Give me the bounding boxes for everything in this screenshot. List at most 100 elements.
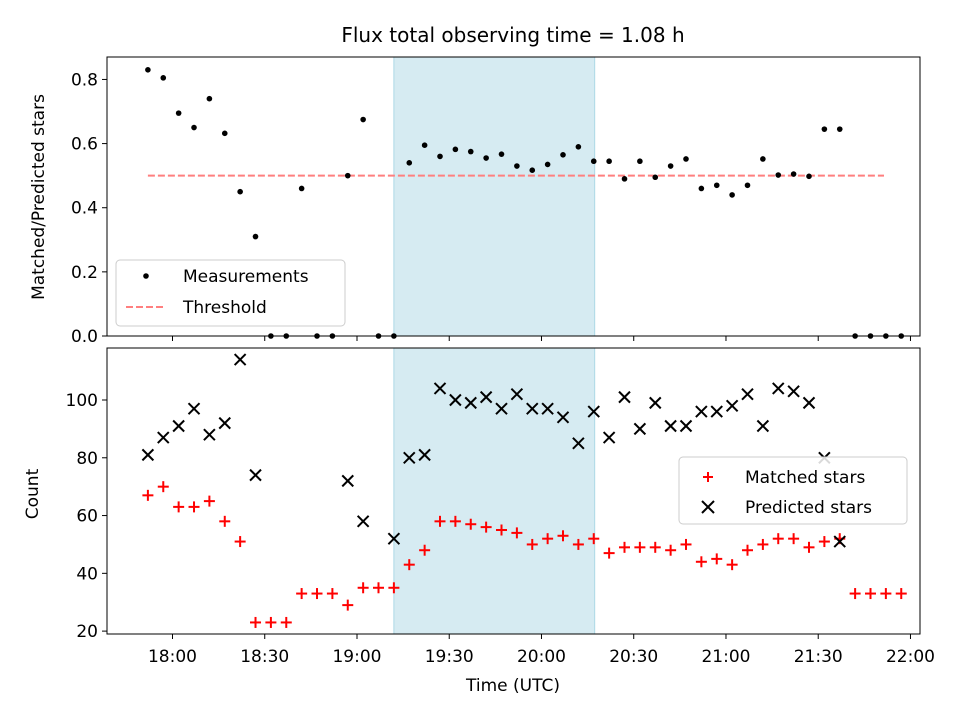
measurement-point	[237, 188, 243, 195]
bottom-x-tick-label: 21:00	[701, 647, 750, 667]
matched-star-point	[357, 582, 369, 594]
matched-star-point	[496, 524, 508, 536]
measurement-point	[298, 185, 305, 192]
matched-star-point	[142, 489, 154, 501]
matched-star-point	[665, 544, 677, 556]
predicted-star-point	[233, 353, 247, 366]
matched-star-point	[449, 515, 461, 527]
predicted-star-point	[602, 431, 616, 444]
measurement-point	[421, 142, 428, 148]
predicted-star-point	[495, 402, 508, 415]
matched-star-point	[265, 616, 277, 628]
matched-star-point	[465, 518, 477, 530]
measurement-point	[590, 158, 597, 165]
predicted-star-point	[618, 390, 631, 404]
matched-star-point	[419, 544, 431, 556]
bottom-y-tick-label: 80	[76, 449, 98, 469]
measurement-point	[145, 67, 151, 73]
matched-star-point	[849, 588, 861, 600]
matched-star-point	[157, 481, 169, 493]
predicted-star-point	[433, 382, 447, 395]
matched-star-point	[880, 588, 892, 600]
matched-star-point	[511, 527, 523, 539]
matched-star-point	[188, 501, 200, 513]
top-y-tick-label: 0.8	[71, 70, 98, 90]
measurement-point	[621, 176, 628, 182]
bottom-legend: Matched stars Predicted stars	[678, 456, 908, 525]
matched-star-point	[772, 533, 784, 545]
predicted-star-point	[833, 535, 846, 548]
bottom-x-tick-label: 20:00	[517, 647, 566, 667]
predicted-star-point	[510, 388, 524, 401]
predicted-star-point	[203, 428, 216, 441]
predicted-star-point	[403, 451, 416, 464]
predicted-star-point	[387, 532, 401, 545]
measurement-point	[836, 126, 843, 132]
measurement-point	[652, 174, 659, 181]
measurement-point	[498, 151, 505, 157]
matched-star-point	[619, 541, 631, 553]
matched-star-point	[296, 588, 308, 600]
matched-star-point	[726, 559, 738, 571]
bottom-x-tick-label: 20:30	[609, 647, 658, 667]
bottom-y-tick-label: 20	[76, 622, 98, 642]
measurement-point	[529, 167, 536, 174]
measurement-point	[760, 156, 766, 162]
matched-star-point	[695, 556, 707, 568]
measurement-point	[698, 185, 705, 192]
matched-star-point	[434, 515, 446, 527]
predicted-star-point	[787, 385, 800, 398]
measurement-point	[360, 116, 366, 123]
legend-threshold-label: Threshold	[182, 298, 267, 318]
matched-star-point	[634, 541, 646, 553]
matched-star-point	[895, 588, 907, 600]
top-y-tick-label: 0.6	[71, 135, 98, 155]
bottom-y-tick-label: 60	[76, 507, 98, 527]
top-highlight-span	[393, 56, 596, 337]
predicted-star-point	[449, 393, 462, 407]
matched-star-point	[526, 538, 538, 550]
top-legend-box	[115, 259, 346, 327]
bottom-y-axis: 20 40 60 80 100	[66, 391, 107, 642]
bottom-y-axis-label: Count	[23, 468, 43, 519]
predicted-star-point	[464, 396, 477, 410]
predicted-star-point	[541, 402, 554, 415]
matched-star-point	[234, 536, 246, 548]
matched-star-point	[572, 538, 584, 550]
legend-predicted-marker	[701, 500, 715, 514]
predicted-star-point	[172, 419, 185, 433]
matched-star-point	[542, 533, 554, 545]
matched-star-point	[388, 582, 400, 594]
predicted-star-point	[356, 515, 370, 528]
bottom-x-tick-label: 18:00	[148, 647, 197, 667]
predicted-star-point	[772, 382, 785, 395]
measurement-point	[667, 163, 674, 169]
legend-matched-marker	[703, 472, 713, 482]
predicted-star-point	[587, 405, 600, 418]
predicted-star-point	[725, 399, 739, 412]
predicted-star-point	[710, 405, 723, 418]
bottom-axes-frame	[106, 347, 921, 635]
top-panel: 0.00.20.40.60.8 Matched/Predicted stars …	[29, 56, 921, 347]
measurement-point	[806, 173, 812, 180]
matched-star-point	[326, 588, 338, 600]
top-y-tick-label: 0.0	[71, 327, 98, 347]
top-y-axis-label: Matched/Predicted stars	[29, 94, 49, 300]
matched-star-point	[342, 599, 354, 611]
bottom-x-tick-label: 19:30	[425, 647, 474, 667]
measurement-point	[683, 156, 689, 162]
measurement-point	[221, 130, 228, 137]
measurement-point	[160, 75, 167, 81]
top-legend: Measurements Threshold	[115, 259, 346, 327]
bottom-highlight-span	[393, 347, 596, 635]
bottom-panel: 20 40 60 80 100 18:00 18:30 19:00 19:30 20:00 20:…	[23, 347, 935, 696]
measurement-point	[606, 158, 612, 165]
matched-star-point	[603, 547, 615, 559]
measurement-point	[467, 148, 474, 155]
matched-star-point	[373, 582, 385, 594]
x-axis-label: Time (UTC)	[465, 676, 560, 696]
predicted-star-point	[418, 448, 431, 462]
measurement-point	[175, 110, 182, 116]
predicted-star-point	[526, 402, 539, 415]
